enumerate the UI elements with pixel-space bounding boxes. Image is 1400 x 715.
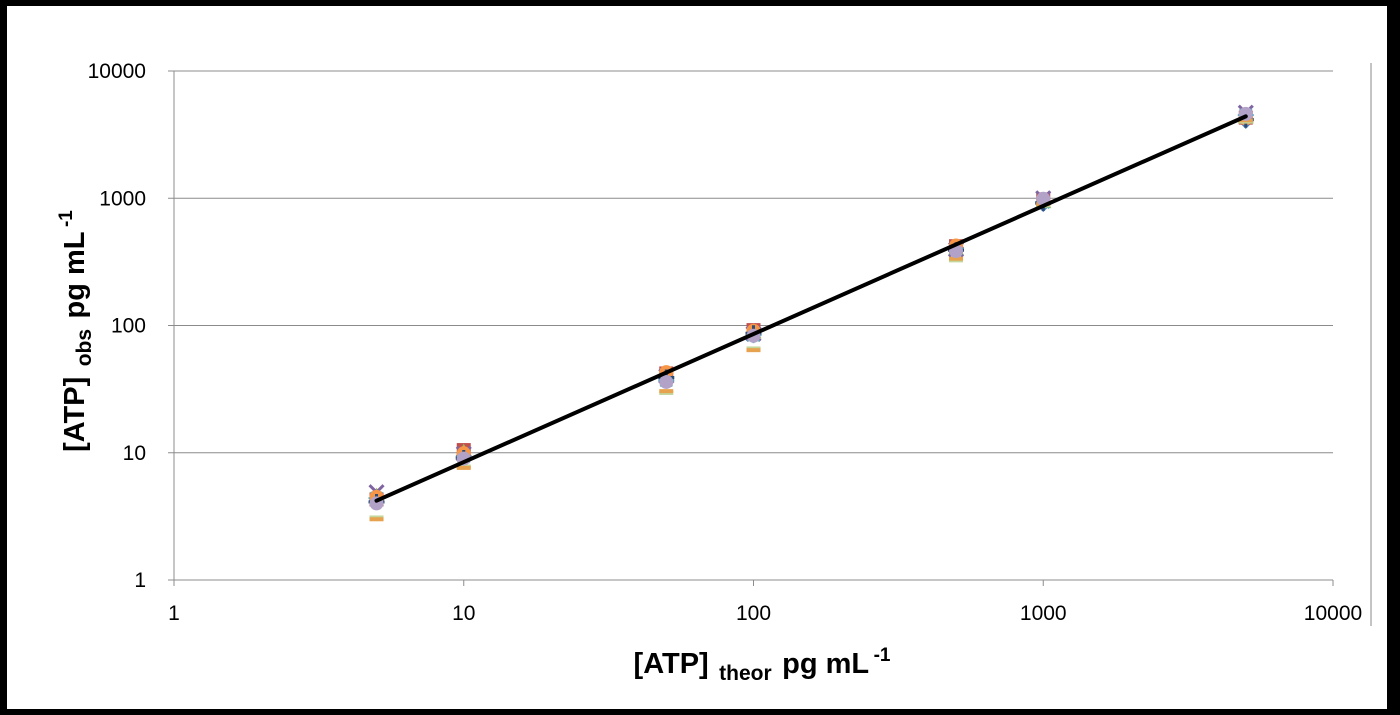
atp-calibration-chart: 1 10 100 1000 10000 1 10 100 1000 10000 [ATP] th… (56, 60, 1372, 685)
x-tick-labels: 1 10 100 1000 10000 (168, 602, 1362, 625)
y-tick-label-100: 100 (111, 315, 146, 338)
y-axis-title-sup: -1 (56, 210, 77, 227)
y-axis-title-main: [ATP] (59, 377, 91, 452)
x-axis-title-sup: -1 (874, 645, 891, 666)
data-point-s9-2 (456, 465, 471, 470)
data-point-s9-5 (949, 256, 964, 261)
fit-line-group (374, 114, 1248, 503)
x-axis-title-main: [ATP] (634, 648, 709, 680)
y-tick-label-1: 1 (134, 569, 146, 592)
data-point-s9-1 (369, 517, 384, 522)
y-axis-title: [ATP] obs pg mL -1 (56, 210, 96, 452)
y-axis-title-unit: pg mL (59, 231, 91, 318)
x-tick-label-10000: 10000 (1304, 602, 1362, 625)
y-tick-label-1000: 1000 (99, 187, 146, 210)
y-tick-labels: 1 10 100 1000 10000 (88, 60, 146, 592)
fit-line (374, 114, 1248, 503)
x-tick-label-100: 100 (736, 602, 771, 625)
x-axis-title-unit: pg mL (782, 648, 869, 680)
gridlines (174, 70, 1333, 454)
data-point-s10-3 (659, 374, 674, 389)
x-axis-title: [ATP] theor pg mL -1 (634, 645, 891, 685)
x-tick-label-1000: 1000 (1020, 602, 1067, 625)
chart-panel: 1 10 100 1000 10000 1 10 100 1000 10000 [ATP] th… (7, 6, 1387, 709)
data-points (368, 104, 1254, 522)
data-point-s9-4 (746, 348, 761, 353)
y-axis-title-sub: obs (73, 329, 96, 366)
y-tick-label-10: 10 (123, 442, 146, 465)
axes (168, 63, 1372, 626)
x-axis-title-sub: theor (719, 662, 772, 685)
x-tick-label-10: 10 (452, 602, 475, 625)
x-tick-label-1: 1 (168, 602, 180, 625)
y-tick-label-10000: 10000 (88, 60, 146, 83)
data-point-s9-3 (659, 389, 674, 394)
